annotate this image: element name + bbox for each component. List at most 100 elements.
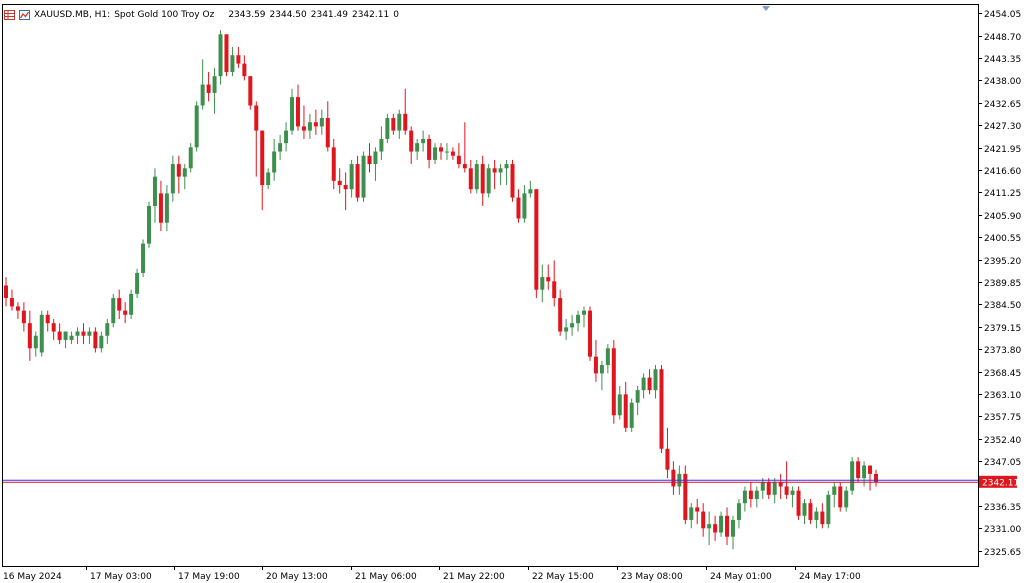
candle[interactable]	[713, 515, 718, 541]
candle[interactable]	[284, 122, 289, 152]
candle[interactable]	[796, 486, 801, 520]
candle[interactable]	[415, 138, 420, 160]
candle[interactable]	[671, 461, 676, 495]
grid-icon[interactable]	[4, 9, 15, 20]
candle[interactable]	[123, 302, 128, 324]
candle[interactable]	[742, 486, 747, 512]
candle[interactable]	[468, 159, 473, 194]
scroll-marker-icon[interactable]	[762, 6, 770, 11]
candle[interactable]	[147, 201, 152, 248]
candle[interactable]	[582, 306, 587, 328]
candle[interactable]	[111, 293, 116, 328]
candle[interactable]	[820, 503, 825, 529]
candle[interactable]	[802, 499, 807, 525]
candle[interactable]	[558, 289, 563, 336]
candle[interactable]	[629, 398, 634, 433]
candle[interactable]	[736, 499, 741, 529]
candle[interactable]	[75, 327, 80, 345]
candle[interactable]	[808, 499, 813, 525]
candle[interactable]	[373, 147, 378, 181]
candle[interactable]	[158, 180, 163, 232]
candle[interactable]	[433, 143, 438, 165]
candle[interactable]	[188, 143, 193, 173]
candle[interactable]	[391, 113, 396, 135]
candle[interactable]	[379, 126, 384, 160]
candle[interactable]	[295, 84, 300, 131]
candle[interactable]	[856, 457, 861, 483]
candle[interactable]	[659, 365, 664, 453]
candle[interactable]	[570, 314, 575, 336]
candle[interactable]	[725, 507, 730, 546]
candle[interactable]	[605, 344, 610, 374]
candle[interactable]	[39, 310, 44, 357]
candle[interactable]	[200, 59, 205, 110]
candle[interactable]	[790, 486, 795, 508]
candle[interactable]	[129, 289, 134, 319]
candle[interactable]	[474, 159, 479, 194]
candle[interactable]	[218, 30, 223, 85]
candle[interactable]	[439, 143, 443, 160]
candle[interactable]	[552, 260, 557, 307]
candle[interactable]	[254, 101, 259, 177]
candle[interactable]	[486, 164, 491, 198]
candle[interactable]	[641, 373, 646, 399]
candle[interactable]	[444, 143, 449, 160]
candle[interactable]	[57, 323, 62, 345]
candle[interactable]	[546, 264, 551, 290]
candle[interactable]	[170, 155, 175, 202]
candle[interactable]	[766, 478, 771, 500]
candle[interactable]	[266, 168, 271, 190]
candle[interactable]	[850, 457, 855, 495]
candle[interactable]	[349, 159, 354, 198]
candle[interactable]	[719, 511, 724, 537]
candle[interactable]	[301, 105, 306, 139]
candle[interactable]	[689, 503, 694, 529]
candle[interactable]	[611, 339, 616, 424]
candle[interactable]	[540, 264, 545, 303]
candle[interactable]	[653, 365, 658, 399]
candle[interactable]	[230, 46, 235, 77]
candle[interactable]	[832, 482, 837, 508]
candle[interactable]	[462, 122, 467, 173]
candle[interactable]	[21, 302, 26, 332]
candle[interactable]	[212, 67, 217, 114]
chart-icon[interactable]	[19, 9, 30, 20]
candle[interactable]	[492, 159, 497, 190]
candle[interactable]	[504, 159, 509, 186]
candle[interactable]	[617, 385, 622, 420]
candle[interactable]	[730, 515, 735, 550]
candle[interactable]	[242, 55, 247, 81]
candle[interactable]	[510, 159, 515, 202]
candle[interactable]	[99, 331, 104, 353]
candle[interactable]	[343, 172, 348, 211]
candle[interactable]	[87, 327, 92, 345]
candle[interactable]	[874, 469, 878, 487]
candle[interactable]	[164, 185, 169, 232]
candle[interactable]	[176, 155, 181, 194]
candle[interactable]	[141, 239, 146, 278]
candle[interactable]	[748, 482, 753, 508]
candle[interactable]	[564, 318, 569, 340]
candle[interactable]	[325, 101, 330, 152]
candle[interactable]	[409, 126, 414, 165]
candle[interactable]	[313, 109, 318, 135]
candle[interactable]	[337, 168, 342, 194]
candle[interactable]	[290, 88, 295, 135]
candle[interactable]	[236, 46, 241, 68]
candle[interactable]	[456, 143, 461, 169]
candle[interactable]	[33, 331, 38, 357]
candle[interactable]	[528, 180, 533, 198]
candle[interactable]	[427, 134, 432, 169]
candle[interactable]	[534, 189, 539, 299]
candle[interactable]	[81, 323, 86, 345]
candle[interactable]	[498, 164, 503, 186]
candle[interactable]	[826, 490, 831, 529]
candle[interactable]	[45, 310, 50, 332]
candle[interactable]	[355, 155, 360, 202]
candle[interactable]	[15, 302, 20, 319]
candle[interactable]	[69, 331, 74, 345]
candle[interactable]	[701, 503, 706, 537]
candle[interactable]	[516, 189, 521, 223]
candle[interactable]	[385, 113, 390, 144]
